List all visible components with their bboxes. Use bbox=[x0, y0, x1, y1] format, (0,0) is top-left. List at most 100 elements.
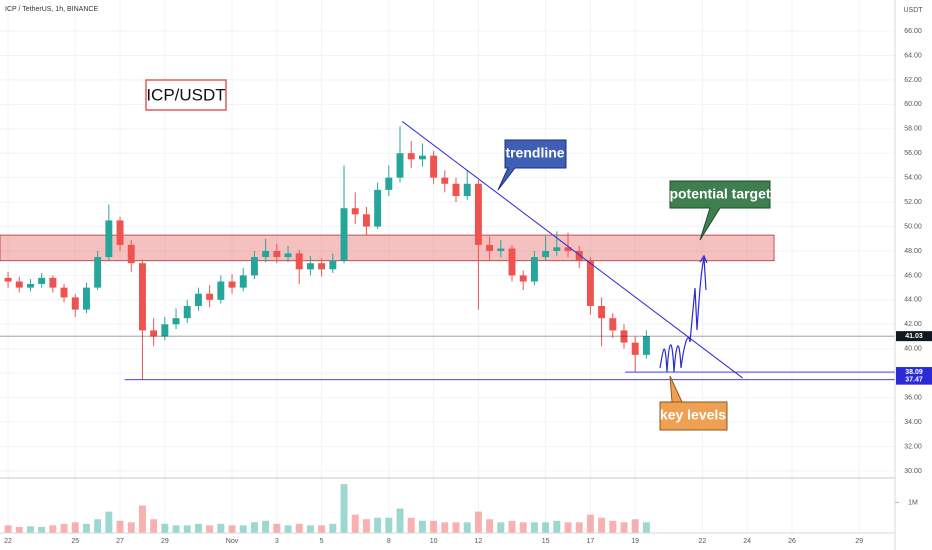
y-tick-label: 42.00 bbox=[904, 321, 922, 328]
candle-body bbox=[4, 277, 12, 282]
y-tick-label: 30.00 bbox=[904, 468, 922, 475]
candle-body bbox=[575, 250, 583, 261]
candle-body bbox=[362, 214, 370, 227]
volume-bar bbox=[508, 520, 516, 533]
candle-body bbox=[26, 283, 34, 288]
x-tick-label: Nov bbox=[226, 538, 239, 545]
candle-body bbox=[38, 277, 46, 284]
y-tick-label: 66.00 bbox=[904, 28, 922, 35]
price-level-tag bbox=[896, 331, 932, 342]
candle-body bbox=[519, 275, 527, 282]
y-tick-label: 46.00 bbox=[904, 272, 922, 279]
y-tick-label: 50.00 bbox=[904, 223, 922, 230]
candle-body bbox=[542, 250, 550, 258]
volume-bar bbox=[194, 523, 202, 533]
volume-bar bbox=[38, 526, 46, 533]
volume-bar bbox=[273, 523, 281, 533]
price-level-label: 41.03 bbox=[905, 333, 923, 340]
candle-body bbox=[396, 153, 404, 178]
volume-bar bbox=[306, 525, 314, 533]
volume-bar bbox=[407, 517, 415, 533]
y-tick-label: 62.00 bbox=[904, 77, 922, 84]
candle-body bbox=[206, 293, 214, 300]
volume-bar bbox=[161, 523, 169, 533]
volume-bar bbox=[452, 522, 460, 533]
price-level-tag bbox=[896, 367, 932, 378]
candle-body bbox=[385, 177, 393, 190]
volume-bar bbox=[474, 511, 482, 533]
candle-body bbox=[474, 183, 482, 245]
x-tick-label: 8 bbox=[387, 538, 391, 545]
candle-body bbox=[642, 336, 650, 355]
volume-bar bbox=[542, 522, 550, 533]
candle-body bbox=[273, 250, 281, 258]
y-tick-label: 40.00 bbox=[904, 346, 922, 353]
y-tick-label: 64.00 bbox=[904, 52, 922, 59]
x-tick-label: 22 bbox=[698, 538, 706, 545]
candle-body bbox=[262, 250, 270, 258]
x-tick-label: 5 bbox=[320, 538, 324, 545]
axis-unit: USDT bbox=[903, 7, 923, 14]
candle-body bbox=[94, 257, 102, 288]
candle-body bbox=[60, 287, 68, 298]
candle-body bbox=[105, 220, 113, 258]
volume-bar bbox=[329, 523, 337, 533]
candle-body bbox=[228, 281, 236, 288]
candle-body bbox=[15, 281, 23, 288]
candle-body bbox=[239, 275, 247, 288]
candle-body bbox=[418, 155, 426, 160]
volume-bar bbox=[642, 522, 650, 533]
candle-body bbox=[295, 253, 303, 270]
candle-body bbox=[329, 260, 337, 270]
volume-bar bbox=[486, 519, 494, 533]
x-tick-label: 12 bbox=[475, 538, 483, 545]
volume-bar bbox=[396, 508, 404, 533]
levels-callout bbox=[659, 375, 728, 431]
candle-body bbox=[138, 263, 146, 331]
volume-bar bbox=[228, 525, 236, 533]
x-tick-label: 27 bbox=[116, 538, 124, 545]
volume-bar bbox=[217, 523, 225, 533]
x-tick-label: 22 bbox=[4, 538, 12, 545]
grid bbox=[0, 0, 895, 533]
candle-body bbox=[598, 305, 606, 319]
candle-body bbox=[306, 263, 314, 270]
candle-body bbox=[586, 260, 594, 306]
candle-body bbox=[497, 248, 505, 251]
trendline-label: trendline bbox=[505, 145, 564, 161]
price-level-label: 38.09 bbox=[905, 369, 923, 376]
candle-body bbox=[508, 248, 516, 276]
volume-bar bbox=[206, 525, 214, 533]
x-tick-label: 10 bbox=[430, 538, 438, 545]
candle-body bbox=[250, 257, 258, 276]
volume-bar bbox=[71, 522, 79, 533]
resistance-zone bbox=[0, 234, 775, 262]
candle-body bbox=[82, 287, 90, 310]
volume-bar bbox=[519, 522, 527, 533]
target-callout bbox=[669, 180, 771, 241]
volume-bar bbox=[530, 522, 538, 533]
symbol-title: ICP / TetherUS, 1h, BINANCE bbox=[5, 6, 98, 13]
volume-bar bbox=[497, 522, 505, 533]
volume-bar bbox=[116, 520, 124, 533]
candle-body bbox=[161, 324, 169, 337]
projection-arrow bbox=[699, 254, 708, 264]
candle-body bbox=[150, 330, 158, 337]
volume-bar bbox=[441, 522, 449, 533]
volume-bar bbox=[620, 522, 628, 533]
price-level-label: 37.47 bbox=[905, 376, 923, 383]
volume-bar bbox=[609, 520, 617, 533]
trendline-callout bbox=[497, 139, 567, 191]
y-tick-label: 54.00 bbox=[904, 175, 922, 182]
y-tick-label: 48.00 bbox=[904, 248, 922, 255]
candle-body bbox=[631, 342, 639, 355]
volume-bar bbox=[127, 522, 135, 533]
candle-body bbox=[49, 277, 57, 288]
candle-body bbox=[127, 244, 135, 264]
volume-bar bbox=[150, 519, 158, 533]
candle-body bbox=[564, 247, 572, 251]
volume-bar bbox=[564, 522, 572, 533]
volume-bar bbox=[15, 526, 23, 533]
candle-body bbox=[318, 263, 326, 270]
